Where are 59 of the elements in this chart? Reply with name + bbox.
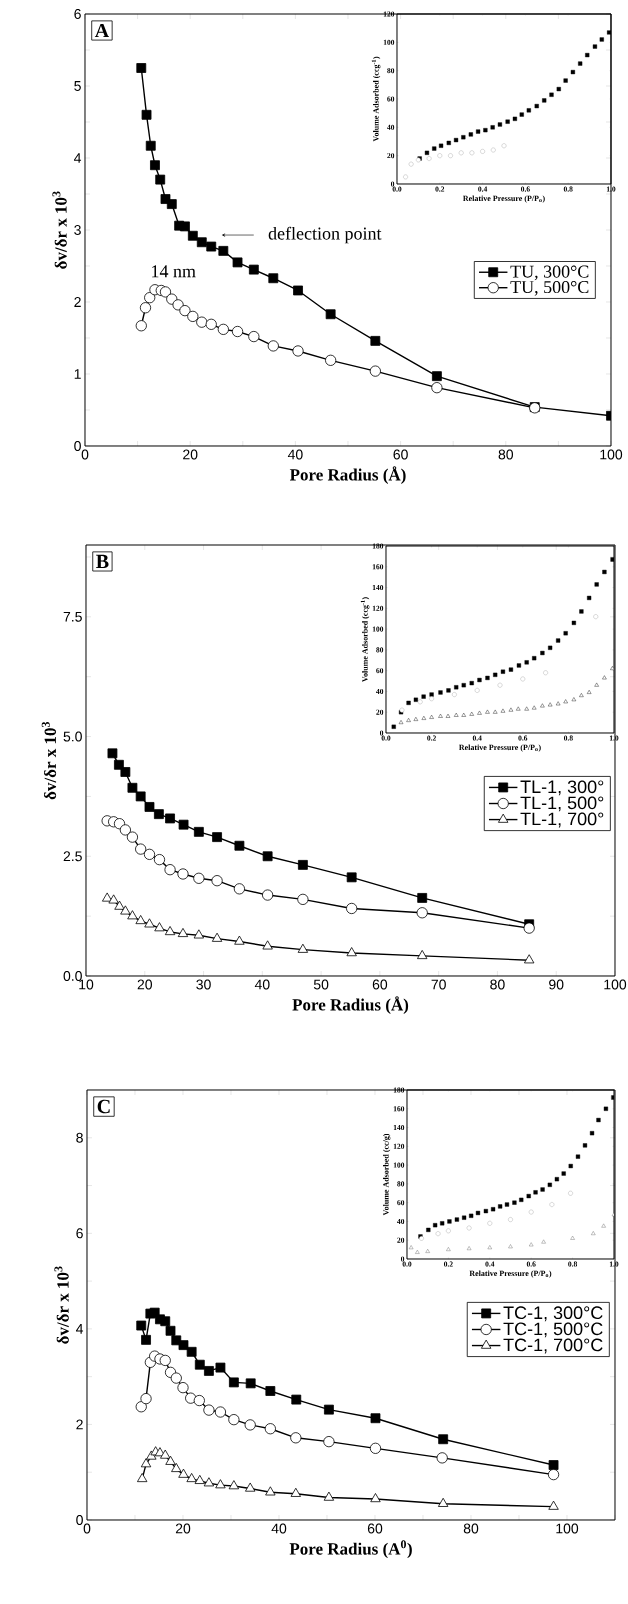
y-axis-title: δv/δr x 10$^{3}$ — [52, 191, 67, 269]
y-tick-label: 6 — [76, 1228, 83, 1239]
legend-label: TC-1, 500°C — [503, 1322, 603, 1338]
y-tick-label: 8 — [76, 1132, 83, 1143]
x-tick-label: 40 — [271, 1523, 287, 1534]
y-tick-label: 4 — [75, 1324, 84, 1334]
x-axis-title: Relative Pressure (P/P$_{o}$) — [462, 195, 545, 203]
legend-label: TU, 300°C — [510, 265, 589, 281]
x-axis-title: Pore Radius (Å) — [289, 466, 406, 485]
annotation: 14 nm — [152, 265, 196, 278]
y-tick-label: 2.5 — [63, 851, 82, 862]
y-axis-title: Volume Adsorbed (ccg$^{-1}$) — [360, 597, 370, 682]
x-tick-label: 80 — [490, 979, 505, 990]
x-axis-title: Pore Radius (A$^{0}$) — [289, 1540, 412, 1559]
x-tick-label: 50 — [313, 979, 329, 990]
x-tick-label: 40 — [287, 449, 303, 460]
y-tick-label: 2 — [76, 1419, 83, 1430]
x-tick-label: 80 — [498, 449, 514, 460]
x-tick-label: 20 — [183, 449, 198, 460]
x-axis-title: Relative Pressure (P/P$_{o}$) — [458, 744, 541, 752]
y-axis-title: Volume Adsorbed (cc/g) — [383, 1133, 391, 1216]
x-axis-title: Relative Pressure (P/P$_{o}$) — [469, 1270, 552, 1278]
legend-label: TL-1, 500° — [520, 796, 604, 812]
x-axis-title: Pore Radius (Å) — [292, 996, 409, 1014]
x-tick-label: 0 — [83, 1523, 91, 1534]
annotation: deflection point — [268, 226, 382, 244]
y-tick-label: 0 — [74, 441, 81, 451]
x-tick-label: 40 — [254, 979, 270, 990]
x-tick-label: 30 — [196, 979, 211, 990]
y-tick-label: 1 — [74, 369, 81, 379]
legend-label: TL-1, 700° — [520, 812, 604, 828]
legend-label: TL-1, 300° — [520, 780, 604, 796]
y-tick-label: 2 — [74, 297, 81, 307]
y-tick-label: 7.5 — [63, 611, 82, 622]
x-tick-label: 20 — [175, 1523, 191, 1534]
x-tick-label: 80 — [463, 1523, 479, 1534]
x-tick-label: 100 — [604, 979, 627, 990]
y-axis-title: δv/δr x 10$^{3}$ — [54, 1266, 69, 1344]
legend-label: TU, 500°C — [510, 280, 589, 296]
chart-title: C — [97, 1099, 110, 1114]
x-tick-label: 100 — [600, 449, 623, 460]
x-tick-label: 100 — [556, 1523, 579, 1534]
legend-label: TC-1, 700°C — [503, 1338, 603, 1354]
x-tick-label: 90 — [549, 979, 564, 990]
x-tick-label: 10 — [79, 979, 94, 990]
x-tick-label: 20 — [137, 979, 153, 990]
y-tick-label: 5 — [74, 81, 81, 91]
y-tick-label: 3 — [74, 225, 81, 235]
y-tick-label: 4 — [73, 153, 82, 163]
y-tick-label: 0.0 — [63, 971, 82, 981]
chart-title: B — [96, 554, 109, 569]
y-tick-label: 0 — [76, 1515, 83, 1525]
y-axis-title: δv/δr x 10$^{3}$ — [41, 721, 57, 800]
y-tick-label: 6 — [74, 9, 81, 19]
chart-title: A — [94, 23, 109, 38]
y-axis-title: Volume Adsorbed (ccg$^{-1}$) — [371, 56, 381, 142]
y-tick-label: 5.0 — [63, 731, 82, 742]
legend-label: TC-1, 300°C — [503, 1306, 603, 1322]
x-tick-label: 70 — [431, 979, 446, 990]
